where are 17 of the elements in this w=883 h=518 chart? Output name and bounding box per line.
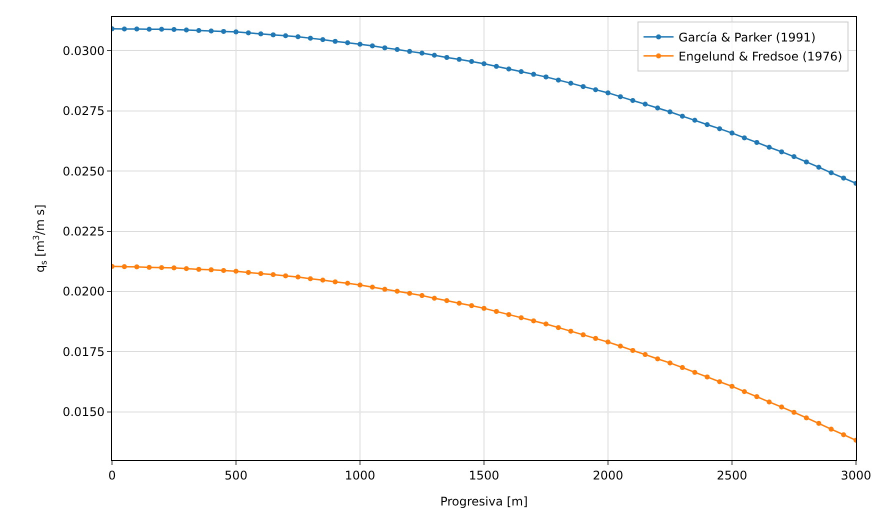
- legend-label: Engelund & Fredsoe (1976): [678, 50, 842, 64]
- y-tick-label: 0.0250: [62, 164, 105, 178]
- y-tick-label: 0.0275: [62, 104, 105, 118]
- x-tick-label: 1500: [468, 468, 500, 482]
- x-tick-label: 3000: [840, 468, 872, 482]
- x-tick-label: 0: [108, 468, 116, 482]
- x-tick-label: 2000: [592, 468, 624, 482]
- x-tick-label: 1000: [344, 468, 376, 482]
- y-tick-label: 0.0300: [62, 44, 105, 58]
- x-axis-title: Progresiva [m]: [440, 494, 528, 508]
- y-tick-label: 0.0175: [62, 344, 105, 359]
- y-tick-label: 0.0200: [62, 284, 105, 299]
- y-tick-label: 0.0225: [62, 224, 105, 238]
- legend-label: García & Parker (1991): [678, 30, 816, 45]
- x-tick-label: 2500: [716, 468, 748, 482]
- y-tick-label: 0.0150: [62, 405, 105, 420]
- x-tick-label: 500: [224, 468, 248, 482]
